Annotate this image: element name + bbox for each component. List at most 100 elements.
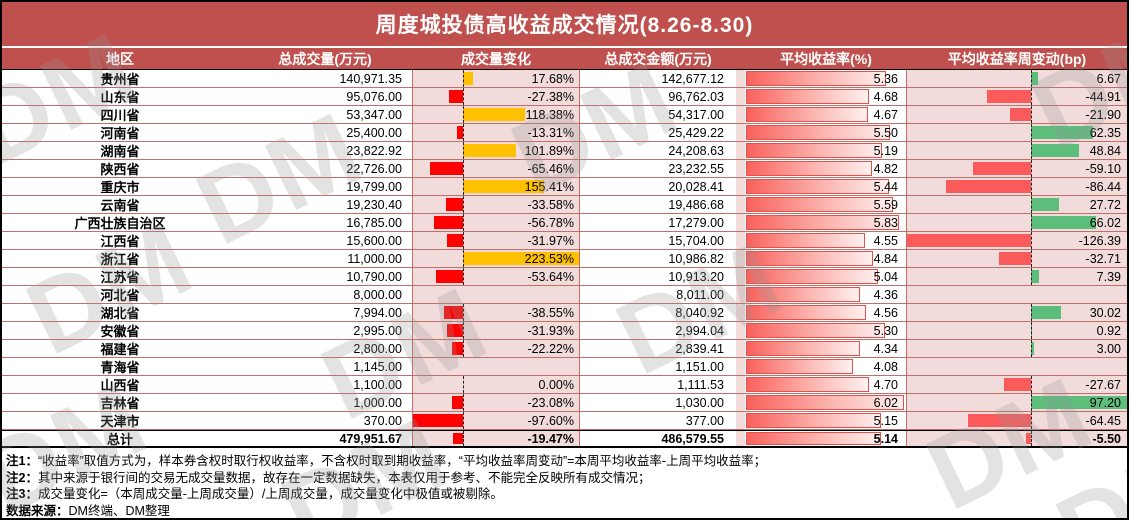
yield-change-value: 30.02	[1089, 305, 1121, 320]
volume-change-cell: -97.60%	[412, 412, 580, 429]
yield-change-value: -27.67	[1085, 377, 1121, 392]
bp-bar-positive	[1031, 342, 1035, 355]
volume-cell: 19,230.40	[346, 197, 402, 212]
avg-yield-value: 4.34	[873, 341, 898, 356]
yield-bar	[746, 125, 891, 140]
amount-cell: 377.00	[685, 413, 724, 428]
header-yield-weekly-change: 平均收益率周变动(bp)	[947, 50, 1087, 67]
yield-bar	[746, 341, 860, 356]
bp-bar-negative	[987, 90, 1032, 103]
bp-bar-positive	[1031, 126, 1093, 139]
amount-cell: 2,994.04	[675, 323, 724, 338]
zero-axis	[463, 214, 465, 231]
volume-cell: 15,600.00	[346, 233, 402, 248]
volume-change-value: -13.31%	[527, 125, 574, 140]
zero-axis	[463, 268, 465, 285]
yield-bar	[746, 197, 893, 212]
zero-axis	[1031, 376, 1033, 393]
bp-bar-positive	[1031, 144, 1080, 157]
zero-axis	[463, 376, 465, 393]
region-cell: 江西省	[100, 234, 140, 249]
footnote-text: 成交量变化=（本周成交量-上周成交量）/上周成交量，成交量变化中极值或被剔除。	[37, 487, 503, 501]
volume-change-cell: -19.47%	[412, 431, 580, 446]
volume-cell: 1,145.00	[353, 359, 402, 374]
avg-yield-cell: 5.50	[745, 124, 907, 141]
zero-axis	[463, 304, 465, 321]
yield-change-value: 27.72	[1089, 197, 1121, 212]
amount-cell: 10,986.82	[668, 251, 724, 266]
volume-change-value: 155.41%	[524, 179, 574, 194]
yield-change-value: -126.39	[1078, 233, 1121, 248]
zero-axis	[463, 394, 465, 411]
volume-change-value: -23.08%	[527, 395, 574, 410]
yield-bar	[746, 179, 889, 194]
volume-change-cell	[412, 286, 580, 303]
avg-yield-value: 5.36	[873, 71, 898, 86]
volume-cell: 479,951.67	[339, 431, 402, 446]
yield-change-cell: -5.50	[907, 431, 1127, 446]
avg-yield-cell: 5.04	[745, 268, 907, 285]
volume-change-cell: 17.68%	[412, 70, 580, 87]
zero-axis	[1031, 304, 1033, 321]
avg-yield-cell: 4.36	[745, 286, 907, 303]
zero-axis	[463, 160, 465, 177]
region-cell: 青海省	[100, 360, 140, 375]
spacer-cell	[736, 232, 745, 249]
yield-bar	[746, 215, 899, 230]
amount-cell: 23,232.55	[668, 161, 724, 176]
volume-change-cell: -13.31%	[412, 124, 580, 141]
avg-yield-cell: 4.68	[745, 88, 907, 105]
avg-yield-value: 5.19	[873, 143, 898, 158]
volume-change-value: -97.60%	[527, 413, 574, 428]
table-row: 浙江省 11,000.00 223.53% 10,986.82 4.84 -32.71	[2, 250, 1127, 268]
zero-axis	[1031, 196, 1033, 213]
table-row: 陕西省 22,726.00 -65.46% 23,232.55 4.82 -59.10	[2, 160, 1127, 178]
spacer-cell	[736, 394, 745, 411]
avg-yield-cell: 4.55	[745, 232, 907, 249]
avg-yield-cell: 5.15	[745, 412, 907, 429]
avg-yield-value: 5.44	[873, 179, 898, 194]
volume-cell: 19,799.00	[346, 179, 402, 194]
change-bar-negative	[451, 396, 464, 409]
amount-cell: 8,011.00	[676, 287, 724, 302]
volume-change-cell	[412, 358, 580, 375]
region-cell: 安徽省	[100, 324, 140, 339]
avg-yield-cell: 4.08	[745, 358, 907, 375]
footnote-label: 注2：	[6, 470, 38, 485]
bp-bar-positive	[1031, 198, 1059, 211]
yield-change-cell: 7.39	[907, 268, 1127, 285]
footnote-line: 数据来源：DM终端、DM整理	[6, 503, 1121, 519]
avg-yield-cell: 5.44	[745, 178, 907, 195]
amount-cell: 54,317.00	[668, 107, 724, 122]
zero-axis	[463, 340, 465, 357]
zero-axis	[1031, 124, 1033, 141]
region-cell: 总计	[106, 432, 133, 446]
yield-change-cell: 30.02	[907, 304, 1127, 321]
spacer-cell	[736, 178, 745, 195]
yield-bar	[746, 432, 881, 445]
yield-bar	[746, 143, 883, 158]
avg-yield-cell: 4.67	[745, 106, 907, 123]
amount-cell: 8,040.92	[675, 305, 724, 320]
bp-bar-positive	[1031, 306, 1061, 319]
volume-change-value: -22.22%	[527, 341, 574, 356]
avg-yield-value: 5.04	[873, 269, 898, 284]
avg-yield-value: 5.30	[873, 323, 898, 338]
region-cell: 陕西省	[100, 162, 140, 177]
table-body: 贵州省 140,971.35 17.68% 142,677.12 5.36 6.67 山东省…	[2, 70, 1127, 448]
region-cell: 河南省	[100, 126, 140, 141]
header-spacer	[736, 48, 745, 69]
zero-axis	[1031, 160, 1033, 177]
change-bar-positive	[463, 252, 579, 265]
region-cell: 湖南省	[100, 144, 140, 159]
spacer-cell	[736, 88, 745, 105]
zero-axis	[1031, 394, 1033, 411]
yield-change-value: -64.45	[1085, 413, 1121, 428]
volume-change-cell: -56.78%	[412, 214, 580, 231]
footnotes: 注1：“收益率”取值方式为，样本券含权时取行权收益率，不含权时取到期收益率，“平…	[2, 448, 1127, 519]
volume-cell: 2,995.00	[353, 323, 402, 338]
region-cell: 江苏省	[100, 270, 140, 285]
volume-change-cell: -31.97%	[412, 232, 580, 249]
yield-bar	[746, 359, 853, 374]
yield-change-value: 7.39	[1096, 269, 1121, 284]
